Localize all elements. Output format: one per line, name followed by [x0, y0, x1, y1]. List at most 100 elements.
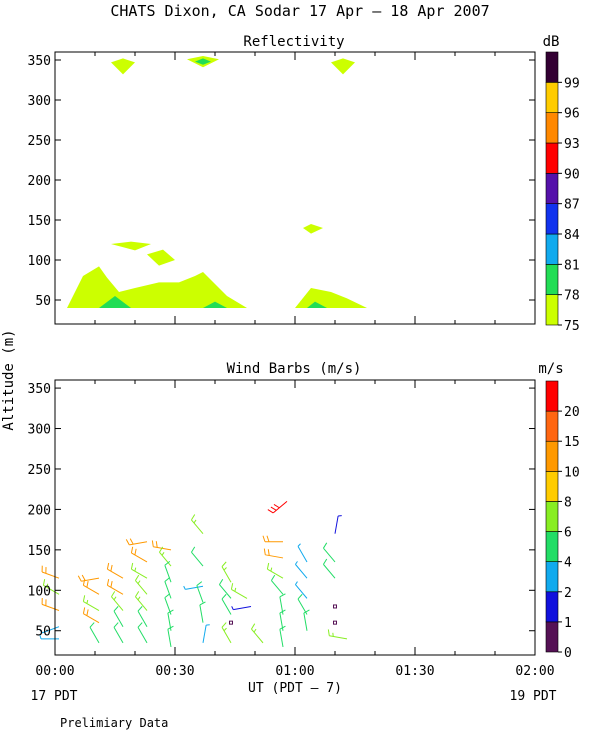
wind-barb-19 [135, 591, 148, 611]
wind-colorbar-label-4: 6 [564, 526, 572, 541]
wind-barb-2 [41, 598, 60, 611]
reflectivity-y-tick-label-50: 50 [35, 294, 51, 309]
reflectivity-title: Reflectivity [243, 34, 344, 50]
wind-barb-10 [106, 562, 124, 579]
wind-barb-16 [130, 546, 148, 563]
wind-colorbar-label-2: 2 [564, 586, 572, 601]
reflectivity-colorbar-label-5: 90 [564, 167, 580, 182]
wind-y-tick-label-350: 350 [28, 382, 51, 397]
wind-barb-40 [230, 583, 248, 599]
wind-colorbar-label-1: 1 [564, 616, 572, 631]
wind-colorbar-cell-2 [545, 561, 559, 593]
wind-barb-61 [327, 629, 348, 640]
reflectivity-region-5 [295, 288, 367, 308]
wind-y-tick-label-50: 50 [35, 625, 51, 640]
reflectivity-y-tick-label-200: 200 [28, 174, 51, 189]
reflectivity-colorbar-cell-5 [545, 142, 559, 174]
wind-barb-41 [231, 605, 252, 611]
wind-y-tick-label-150: 150 [28, 544, 51, 559]
wind-y-tick-label-250: 250 [28, 463, 51, 478]
reflectivity-colorbar-label-2: 81 [564, 258, 580, 273]
reflectivity-panel: Reflectivity 50 100 150 200 250 300 350 [28, 34, 536, 325]
reflectivity-colorbar-cell-6 [545, 112, 559, 144]
wind-barb-17 [130, 562, 148, 579]
reflectivity-region-2 [203, 301, 227, 308]
wind-barb-4 [39, 635, 59, 640]
wind-colorbar-label-7: 15 [564, 435, 580, 450]
wind-colorbar-cell-4 [545, 501, 559, 532]
reflectivity-region-7 [303, 224, 323, 234]
wind-barb-18 [135, 574, 148, 595]
x-axis-label: UT (PDT – 7) [248, 681, 342, 696]
wind-barb-28 [167, 625, 174, 647]
wind-barb-33 [199, 601, 206, 623]
reflectivity-frame [54, 51, 536, 325]
reflectivity-region-4 [147, 249, 175, 266]
wind-x-tick-label-2: 01:00 [275, 664, 314, 679]
wind-barbs [39, 500, 348, 647]
reflectivity-colorbar-cell-2 [545, 233, 559, 265]
wind-barb-23 [159, 546, 172, 567]
wind-colorbar-label-3: 4 [564, 556, 572, 571]
reflectivity-colorbar: dB 75 78 81 84 87 90 93 96 99 [543, 34, 580, 334]
wind-barb-51 [297, 543, 308, 563]
wind-barb-25 [164, 577, 172, 599]
reflectivity-region-6 [307, 301, 327, 308]
wind-barb-46 [266, 562, 284, 579]
wind-barb-5 [77, 574, 100, 582]
reflectivity-region-3 [111, 241, 151, 251]
wind-barb-39 [221, 622, 232, 644]
wind-barb-30 [191, 546, 204, 567]
wind-colorbar-cell-6 [545, 440, 559, 472]
wind-barb-3 [39, 626, 60, 634]
wind-x-tick-label-1: 00:30 [155, 664, 194, 679]
reflectivity-y-tick-label-350: 350 [28, 54, 51, 69]
reflectivity-colorbar-cell-8 [545, 51, 559, 83]
wind-barb-42 [251, 623, 264, 644]
wind-colorbar-label-5: 8 [564, 495, 572, 510]
wind-barb-35 [221, 561, 232, 583]
wind-x-tick-label-3: 01:30 [395, 664, 434, 679]
wind-colorbar-label-0: 0 [564, 646, 572, 661]
reflectivity-colorbar-cell-4 [545, 173, 559, 204]
wind-barb-12 [111, 591, 124, 611]
reflectivity-y-axis: 50 100 150 200 250 300 350 [28, 54, 535, 309]
wind-x-tick-label-0: 00:00 [35, 664, 74, 679]
wind-barb-38 [229, 620, 233, 625]
wind-barb-34 [202, 624, 210, 643]
wind-barb-31 [183, 585, 204, 590]
figure-title: CHATS Dixon, CA Sodar 17 Apr – 18 Apr 20… [110, 2, 489, 20]
date-right-label: 19 PDT [510, 689, 557, 704]
wind-barbs-y-axis: 50 100 150 200 250 300 350 [28, 382, 535, 640]
wind-barb-56 [334, 515, 342, 534]
date-left-label: 17 PDT [31, 689, 78, 704]
reflectivity-colorbar-label-7: 96 [564, 107, 580, 122]
wind-barb-9 [89, 622, 100, 644]
wind-y-tick-label-300: 300 [28, 423, 51, 438]
wind-barb-36 [219, 578, 232, 599]
wind-speed-colorbar: m/s 0 1 2 4 6 8 10 15 20 [538, 361, 579, 661]
wind-colorbar-cell-3 [545, 531, 559, 562]
reflectivity-y-tick-label-100: 100 [28, 254, 51, 269]
reflectivity-region-0 [67, 266, 247, 308]
wind-barb-24 [164, 560, 172, 583]
wind-barbs-panel: Wind Barbs (m/s) 50 100 150 200 250 300 350 00… [1, 329, 557, 704]
wind-barb-0 [41, 565, 60, 579]
reflectivity-region-8 [111, 58, 135, 75]
wind-colorbar-label-6: 10 [564, 465, 580, 480]
reflectivity-y-tick-label-250: 250 [28, 134, 51, 149]
wind-x-tick-label-4: 02:00 [515, 664, 554, 679]
wind-y-tick-label-100: 100 [28, 584, 51, 599]
wind-barb-50 [279, 625, 286, 647]
wind-barb-8 [82, 607, 100, 624]
wind-barb-20 [137, 606, 148, 627]
reflectivity-y-tick-label-150: 150 [28, 214, 51, 229]
wind-barb-14 [113, 622, 124, 644]
wind-barb-29 [191, 514, 204, 534]
wind-barb-44 [263, 548, 284, 559]
reflectivity-colorbar-label-1: 78 [564, 289, 580, 304]
reflectivity-colorbar-unit: dB [543, 34, 560, 50]
reflectivity-x-axis [54, 52, 536, 324]
wind-barb-37 [221, 593, 232, 615]
wind-barb-55 [303, 609, 310, 631]
